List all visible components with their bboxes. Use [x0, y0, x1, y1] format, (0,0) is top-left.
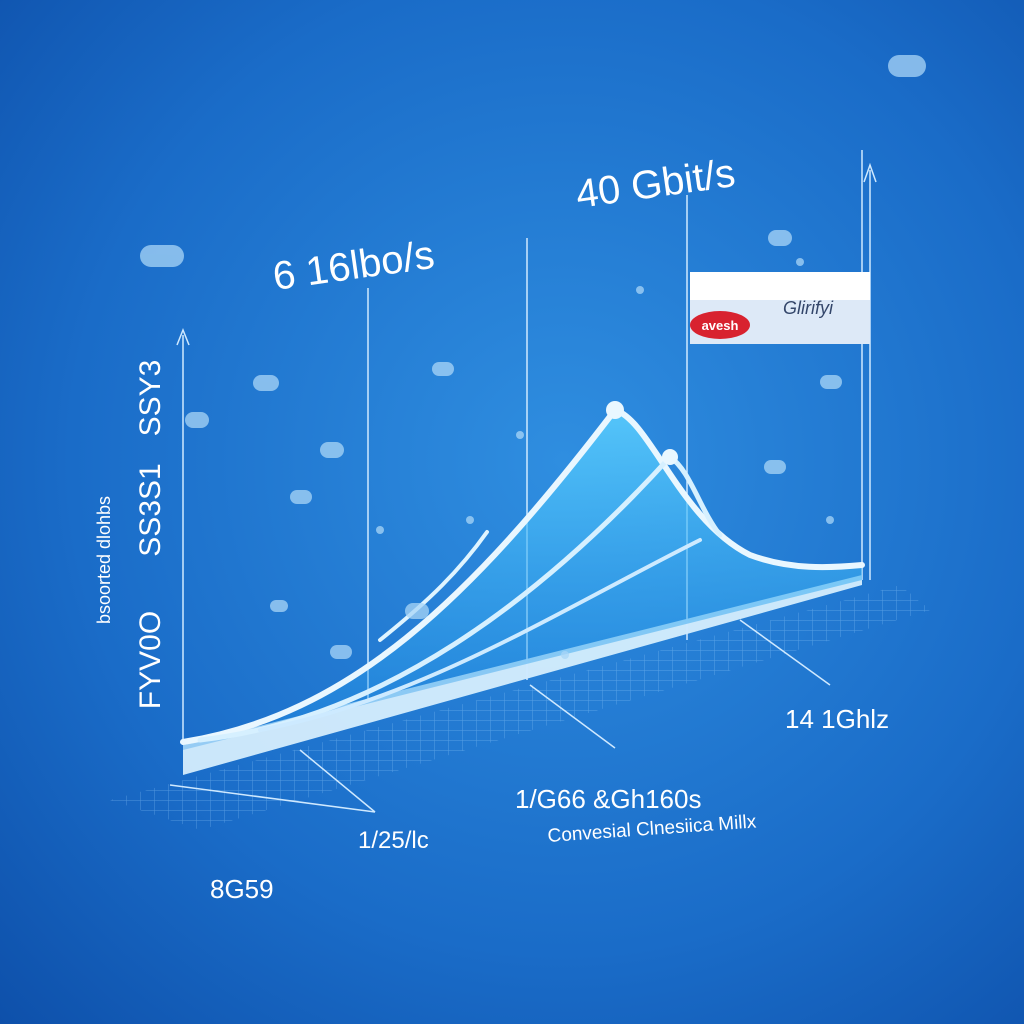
bubble — [796, 258, 804, 266]
bubble — [820, 375, 842, 389]
curve — [197, 453, 723, 743]
bubble — [253, 375, 279, 391]
bubble — [764, 460, 786, 474]
badge-logo-shape — [690, 311, 750, 339]
pointer — [529, 684, 616, 749]
bubble — [888, 55, 926, 77]
bubble — [140, 245, 184, 267]
bubble — [270, 600, 288, 612]
bubble — [185, 412, 209, 428]
axis-middle: SS3S1 — [134, 463, 167, 556]
floor-grid — [110, 585, 930, 830]
right-floor-label: 14 1Ghlz — [785, 704, 889, 734]
axis-bottom: FYV0O — [134, 611, 167, 709]
bubble — [466, 516, 474, 524]
bubble — [636, 286, 644, 294]
peak-dot — [606, 401, 624, 419]
bubbles — [140, 55, 926, 659]
bubble — [290, 490, 312, 504]
curve — [378, 530, 489, 642]
bubble — [405, 603, 429, 619]
peak-dot — [662, 449, 678, 465]
floor-band — [183, 575, 862, 775]
bubble — [768, 230, 792, 246]
curve — [258, 538, 702, 732]
left-floor-label: 8G59 — [210, 874, 274, 904]
mid-floor-label: 1/25/lc — [358, 827, 429, 854]
axis-top: SSY3 — [134, 360, 167, 437]
pointer — [739, 619, 831, 686]
area — [183, 410, 862, 750]
center-label: 1/G66 &Gh160s — [515, 784, 701, 814]
axis-title: bsoorted dlohbs — [94, 496, 114, 624]
axis-arrow — [863, 162, 877, 183]
badge: avesh Glirifyi — [690, 272, 870, 344]
badge-text: Glirifyi — [783, 298, 834, 318]
bubble — [376, 526, 384, 534]
pointer — [299, 749, 376, 813]
guides — [169, 150, 877, 813]
badge-logo: avesh — [702, 318, 739, 333]
axis-arrow — [176, 327, 190, 346]
bubble — [330, 645, 352, 659]
bubble — [516, 431, 524, 439]
bubble — [826, 516, 834, 524]
bubble — [561, 651, 569, 659]
pointer — [169, 784, 376, 813]
bubble — [432, 362, 454, 376]
bubble — [320, 442, 344, 458]
